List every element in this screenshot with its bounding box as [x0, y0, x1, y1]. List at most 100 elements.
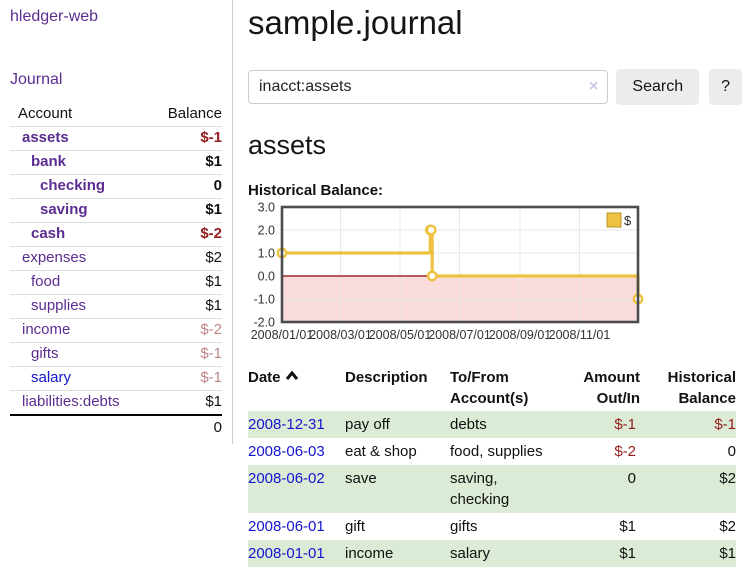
search-button[interactable]: Search [616, 69, 700, 105]
account-name-cell: cash [10, 222, 152, 247]
page-title: sample.journal [248, 4, 463, 41]
svg-text:0.0: 0.0 [258, 270, 275, 284]
account-balance: $-1 [151, 342, 222, 367]
search-input[interactable] [248, 70, 609, 104]
account-row: checking 0 [10, 174, 222, 199]
svg-text:2.0: 2.0 [258, 224, 275, 238]
sidebar-item-journal[interactable]: Journal [10, 71, 63, 88]
accounts-header-row: Account Balance [10, 102, 222, 127]
chevron-up-icon [285, 370, 298, 380]
y-axis-labels: 3.0 2.0 1.0 0.0 -1.0 -2.0 [253, 201, 275, 330]
account-link[interactable]: liabilities:debts [22, 393, 120, 410]
txn-balance-cell: $-1 [714, 416, 736, 433]
txn-amount-cell: $1 [619, 518, 636, 535]
account-link[interactable]: checking [40, 177, 106, 194]
svg-text:2008/07/01: 2008/07/01 [428, 328, 491, 342]
txn-date-link[interactable]: 2008-06-01 [248, 518, 325, 535]
txn-accounts-cell: gifts [450, 518, 478, 535]
account-name-cell: supplies [10, 294, 152, 319]
clear-search-icon[interactable]: × [589, 78, 599, 95]
txn-balance-cell: $1 [719, 545, 736, 562]
transaction-row[interactable]: 2008-12-31 pay off debts $-1 $-1 [248, 411, 736, 438]
transaction-row[interactable]: 2008-06-03 eat & shop food, supplies $-2 0 [248, 438, 736, 465]
svg-text:2008/03/01: 2008/03/01 [309, 328, 372, 342]
account-balance: $-2 [151, 222, 222, 247]
account-name-cell: assets [10, 126, 152, 151]
total-balance-value: 0 [151, 414, 222, 440]
account-row: assets $-1 [10, 126, 222, 151]
legend-swatch [606, 212, 622, 228]
account-name-cell: liabilities:debts [10, 390, 152, 415]
txn-amount-cell: $-1 [614, 416, 636, 433]
account-balance: $2 [151, 246, 222, 271]
account-name-cell: expenses [10, 246, 152, 271]
txn-balance-cell: $2 [719, 518, 736, 535]
chart-border [280, 205, 640, 324]
accounts-total-row: 0 [10, 414, 222, 440]
search-bar: × Search ? [248, 69, 742, 105]
account-row: liabilities:debts $1 [10, 390, 222, 415]
account-link[interactable]: food [31, 273, 61, 290]
total-spacer-cell [10, 414, 152, 440]
chart-title: Historical Balance: [248, 182, 384, 199]
amount-column-header: Amount Out/In [583, 369, 640, 407]
account-name-cell: bank [10, 150, 152, 175]
account-name-cell: saving [10, 198, 152, 223]
account-link[interactable]: assets [22, 129, 69, 146]
account-link[interactable]: supplies [31, 297, 87, 314]
txn-balance-cell: 0 [727, 443, 736, 460]
account-link[interactable]: bank [31, 153, 67, 170]
account-balance: $1 [151, 150, 222, 175]
account-row: supplies $1 [10, 294, 222, 319]
svg-text:-2.0: -2.0 [253, 316, 275, 330]
x-axis-labels: 2008/01/012008/03/012008/05/012008/07/01… [251, 328, 611, 342]
account-name-cell: salary [10, 366, 152, 391]
account-link[interactable]: expenses [22, 249, 87, 266]
account-name-cell: food [10, 270, 152, 295]
account-link[interactable]: saving [40, 201, 88, 218]
tofrom-column-header: To/From Account(s) [450, 369, 529, 407]
account-name-cell: income [10, 318, 152, 343]
txn-accounts-cell: debts [450, 416, 487, 433]
transactions-header-row: Date Description To/From Account(s) Amou… [248, 365, 736, 411]
txn-description-cell: pay off [345, 416, 390, 433]
account-balance: $1 [151, 294, 222, 319]
account-row: gifts $-1 [10, 342, 222, 367]
transaction-row[interactable]: 2008-06-01 gift gifts $1 $2 [248, 513, 736, 540]
sidebar: hledger-web Journal Account Balance asse… [0, 0, 233, 444]
account-link[interactable]: salary [31, 369, 72, 386]
txn-description-cell: gift [345, 518, 366, 535]
historical-balance-chart: $3.0 2.0 1.0 0.0 -1.0 -2.02008/01/012008/03/0… [251, 201, 644, 342]
svg-text:3.0: 3.0 [258, 201, 275, 215]
txn-date-link[interactable]: 2008-06-02 [248, 470, 325, 487]
description-column-header: Description [345, 369, 428, 386]
account-link[interactable]: cash [31, 225, 66, 242]
svg-text:1.0: 1.0 [258, 247, 275, 261]
txn-date-link[interactable]: 2008-01-01 [248, 545, 325, 562]
txn-date-cell: 2008-06-01 [248, 513, 345, 540]
account-link[interactable]: income [22, 321, 71, 338]
account-balance: $-1 [151, 126, 222, 151]
txn-accounts-cell: food, supplies [450, 443, 543, 460]
account-balance: $-1 [151, 366, 222, 391]
txn-date-link[interactable]: 2008-12-31 [248, 416, 325, 433]
account-link[interactable]: gifts [31, 345, 59, 362]
search-input-wrapper: × [248, 70, 609, 104]
svg-text:2008/01/01: 2008/01/01 [251, 328, 314, 342]
txn-date-link[interactable]: 2008-06-03 [248, 443, 325, 460]
date-column-header[interactable]: Date [248, 365, 345, 411]
txn-description-cell: eat & shop [345, 443, 417, 460]
svg-text:-1.0: -1.0 [253, 293, 275, 307]
account-name-cell: checking [10, 174, 152, 199]
account-name-cell: gifts [10, 342, 152, 367]
app-title-link[interactable]: hledger-web [10, 8, 99, 25]
txn-date-cell: 2008-12-31 [248, 411, 345, 438]
balance-column-header: Balance [167, 105, 222, 122]
transaction-row[interactable]: 2008-06-02 save saving, checking 0 $2 [248, 465, 736, 513]
transaction-row[interactable]: 2008-01-01 income salary $1 $1 [248, 540, 736, 567]
account-balance: $1 [151, 198, 222, 223]
accounts-balance-table: Account Balance assets $-1 bank $1 checking 0… [10, 102, 222, 440]
account-heading: assets [248, 130, 327, 160]
account-balance: $-2 [151, 318, 222, 343]
help-button[interactable]: ? [709, 69, 742, 105]
